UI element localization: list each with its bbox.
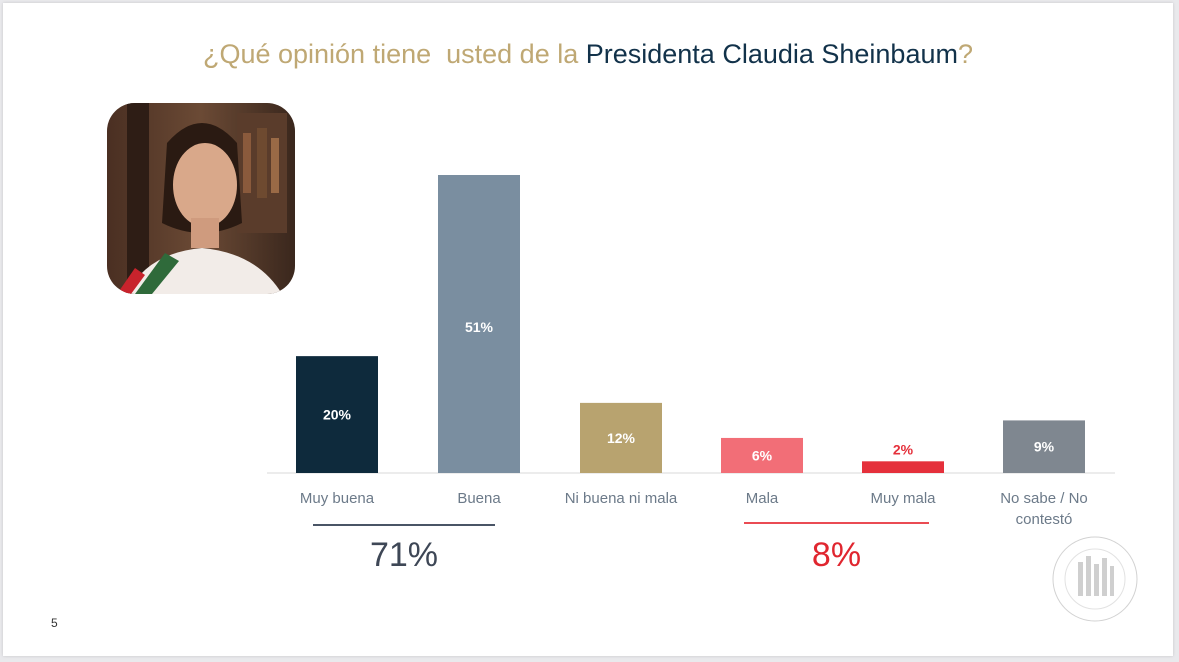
negative-group-line bbox=[744, 522, 929, 524]
page-title: ¿Qué opinión tiene usted de la President… bbox=[3, 39, 1173, 70]
category-label-ni-buena-ni-mala: Ni buena ni mala bbox=[564, 490, 678, 507]
category-label-mala: Mala bbox=[745, 490, 779, 507]
bar-value-label-4: 2% bbox=[893, 441, 914, 457]
bar-value-label-1: 51% bbox=[465, 319, 494, 335]
positive-group-total: 71% bbox=[369, 536, 439, 574]
bar-value-label-5: 9% bbox=[1034, 439, 1055, 455]
category-label-muy-mala: Muy mala bbox=[870, 490, 936, 507]
page-number: 5 bbox=[51, 616, 58, 630]
category-label-no-sabe: No sabe / No contestó bbox=[964, 488, 1124, 530]
bar-value-label-2: 12% bbox=[607, 430, 636, 446]
bar-value-label-3: 6% bbox=[752, 447, 773, 463]
title-end: ? bbox=[957, 39, 974, 69]
bar-1 bbox=[438, 175, 520, 473]
category-label-no-sabe-line2: contestó bbox=[1015, 511, 1073, 528]
bar-5 bbox=[1003, 420, 1085, 473]
bar-value-label-0: 20% bbox=[323, 407, 352, 423]
title-name: Presidenta Claudia Sheinbaum bbox=[585, 39, 958, 69]
bar-3 bbox=[721, 437, 803, 473]
category-label-buena: Buena bbox=[457, 490, 501, 507]
category-label-muy-buena: Muy buena bbox=[299, 490, 375, 507]
category-label-no-sabe-line1: No sabe / No bbox=[1000, 490, 1088, 507]
bar-2 bbox=[580, 402, 662, 473]
bar-0 bbox=[296, 356, 378, 473]
positive-group-line bbox=[313, 524, 495, 526]
gallup-seal-logo bbox=[1052, 536, 1138, 622]
slide: ¿Qué opinión tiene usted de la President… bbox=[3, 3, 1173, 656]
negative-group-total: 8% bbox=[811, 536, 862, 574]
bar-4 bbox=[862, 461, 944, 473]
title-question: ¿Qué opinión tiene usted de la bbox=[202, 39, 586, 69]
president-photo bbox=[107, 103, 295, 294]
